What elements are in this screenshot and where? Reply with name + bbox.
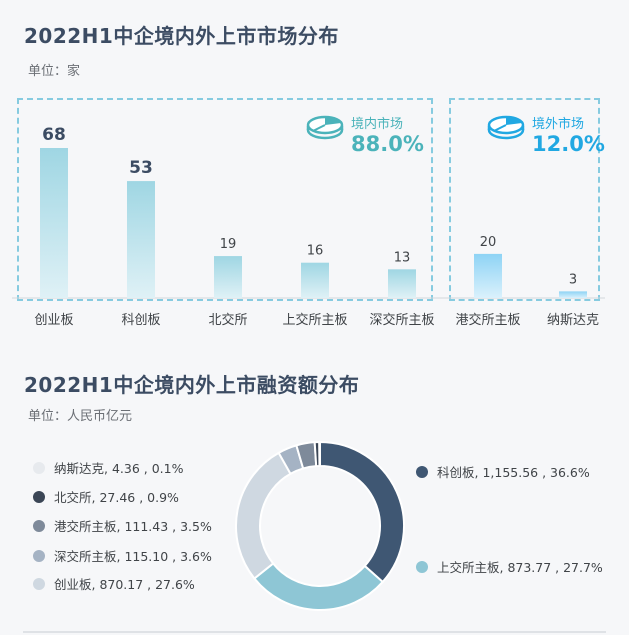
- overseas-market-badge: 境外市场 12.0%: [486, 113, 605, 155]
- legend-item-北交所: 北交所, 27.46 , 0.9%: [33, 487, 179, 506]
- bar-chart-title: 2022H1中企境内外上市市场分布: [24, 24, 339, 48]
- domestic-market-label: 境内市场: [351, 117, 404, 132]
- x-tick-label: 港交所主板: [455, 312, 520, 328]
- legend-label: 深交所主板, 115.10 , 3.6%: [54, 549, 212, 564]
- domestic-market-group-box: [17, 98, 433, 301]
- bar-北交所: [214, 256, 242, 298]
- bar-value-label: 20: [480, 235, 497, 250]
- legend-label: 创业板, 870.17 , 27.6%: [54, 577, 195, 592]
- slice-纳斯达克: [318, 440, 321, 468]
- bar-创业板: [40, 148, 68, 298]
- donut-chart-unit: 单位：人民币亿元: [28, 409, 133, 424]
- legend-label: 北交所, 27.46 , 0.9%: [54, 490, 179, 505]
- x-tick-label: 创业板: [34, 313, 73, 328]
- slice-科创板: [319, 440, 405, 584]
- donut-chart-title: 2022H1中企境内外上市融资额分布: [24, 373, 360, 397]
- x-tick-label: 上交所主板: [282, 312, 347, 328]
- legend-swatch: [33, 490, 45, 503]
- bar-chart-unit: 单位：家: [28, 64, 81, 79]
- legend-label: 纳斯达克, 4.36 , 0.1%: [54, 461, 184, 476]
- legend-item-深交所主板: 深交所主板, 115.10 , 3.6%: [33, 546, 212, 565]
- overseas-market-label: 境外市场: [532, 117, 585, 132]
- overseas-market-percent: 12.0%: [532, 132, 605, 156]
- x-tick-label: 科创板: [121, 313, 160, 328]
- legend-item-纳斯达克: 纳斯达克, 4.36 , 0.1%: [33, 458, 183, 477]
- legend-label: 科创板, 1,155.56 , 36.6%: [437, 465, 590, 480]
- bar-港交所主板: [474, 253, 502, 298]
- bar-上交所主板: [301, 262, 329, 298]
- bottom-divider: [23, 631, 606, 633]
- overseas-market-group-box: [449, 98, 600, 301]
- bar-value-label: 3: [569, 272, 577, 287]
- bar-纳斯达克: [559, 291, 587, 298]
- legend-swatch: [416, 560, 428, 573]
- bar-value-label: 68: [42, 125, 66, 145]
- pie-chart-icon: [306, 115, 344, 140]
- x-tick-label: 纳斯达克: [547, 313, 599, 328]
- bar-value-label: 16: [307, 244, 324, 259]
- bar-value-label: 53: [129, 158, 153, 178]
- legend-item-科创板: 科创板, 1,155.56 , 36.6%: [416, 462, 590, 481]
- slice-创业板: [235, 451, 292, 580]
- bar-chart: 68 创业板 53 科创板 19 北交所 16 上交所主板 13 深交所主板 20 港交所主板 3 纳斯达…: [12, 125, 605, 328]
- legend-item-上交所主板: 上交所主板, 873.77 , 27.7%: [416, 557, 603, 576]
- legend-item-港交所主板: 港交所主板, 111.43 , 3.5%: [33, 516, 212, 535]
- legend-swatch: [33, 461, 45, 474]
- x-tick-label: 北交所: [208, 312, 247, 328]
- bar-value-label: 13: [394, 250, 411, 265]
- slice-上交所主板: [252, 562, 385, 611]
- legend-label: 港交所主板, 111.43 , 3.5%: [54, 519, 212, 534]
- legend-swatch: [33, 549, 45, 562]
- bar-深交所主板: [388, 269, 416, 298]
- legend-swatch: [33, 577, 45, 590]
- bar-value-label: 19: [220, 237, 237, 252]
- domestic-market-percent: 88.0%: [351, 132, 424, 156]
- legend-label: 上交所主板, 873.77 , 27.7%: [437, 560, 603, 575]
- pie-chart-icon: [487, 115, 525, 140]
- bar-科创板: [127, 181, 155, 298]
- legend-swatch: [416, 465, 428, 478]
- domestic-market-badge: 境内市场 88.0%: [305, 113, 424, 155]
- x-tick-label: 深交所主板: [369, 312, 434, 328]
- legend-item-创业板: 创业板, 870.17 , 27.6%: [33, 574, 195, 593]
- legend-swatch: [33, 519, 45, 532]
